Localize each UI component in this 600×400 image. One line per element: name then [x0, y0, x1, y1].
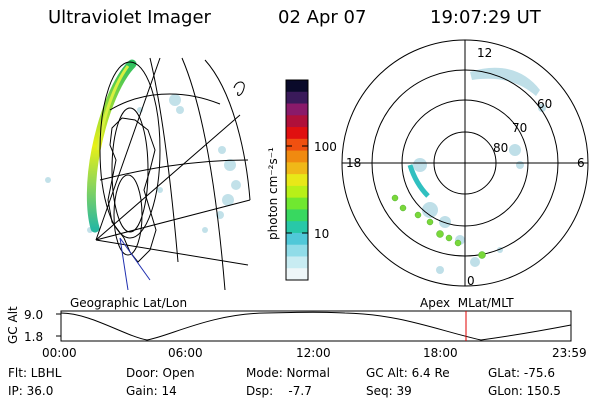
- colorbar-band: [286, 185, 308, 199]
- altitude-xtick-1200: 12:00: [296, 346, 331, 360]
- colorbar-band: [286, 174, 308, 187]
- altitude-ylabel: GC Alt: [6, 306, 20, 344]
- colorbar-band: [286, 209, 308, 222]
- lat-label-60: 60: [537, 97, 553, 111]
- lat-label-70: 70: [512, 121, 528, 135]
- polar-panel: [341, 39, 589, 287]
- colorbar-band: [286, 80, 308, 93]
- altitude-curve: [60, 311, 572, 341]
- altitude-xtick-0600: 06:00: [168, 346, 203, 360]
- status-glat: GLat: -75.6: [488, 366, 555, 380]
- colorbar-band: [286, 150, 308, 163]
- status-ip: IP: 36.0: [8, 384, 54, 398]
- mlt-label-12: 12: [477, 46, 493, 60]
- colorbar-tick-10: 10: [314, 227, 330, 241]
- continent-outline: [107, 117, 157, 263]
- status-seq: Seq: 39: [366, 384, 412, 398]
- altitude-ytick-9: 9.0: [24, 308, 44, 322]
- colorbar-band: [286, 91, 308, 105]
- colorbar-band: [286, 256, 308, 269]
- colorbar-band: [286, 162, 308, 175]
- mlt-label-6: 6: [577, 156, 585, 170]
- altitude-ytick-1-8: 1.8: [24, 330, 44, 344]
- status-mode: Mode: Normal: [246, 366, 330, 380]
- colorbar-band: [286, 197, 308, 210]
- altitude-xtick-0000: 00:00: [42, 346, 77, 360]
- status-door: Door: Open: [126, 366, 195, 380]
- colorbar-band: [286, 127, 308, 140]
- altitude-plot: [56, 310, 572, 342]
- colorbar-band: [286, 232, 308, 246]
- station-markers: [391, 194, 486, 259]
- lat-label-80: 80: [493, 141, 509, 155]
- colorbar-band: [286, 221, 308, 234]
- mlt-label-18: 18: [346, 156, 362, 170]
- geographic-panel: [45, 57, 251, 290]
- colorbar: [286, 80, 308, 281]
- status-gc-alt: GC Alt: 6.4 Re: [366, 366, 450, 380]
- geographic-panel-label: Geographic Lat/Lon: [70, 296, 188, 310]
- status-glon: GLon: 150.5: [488, 384, 561, 398]
- geographic-graticule: [95, 57, 251, 290]
- polar-grid: [341, 39, 589, 287]
- colorbar-band: [286, 115, 308, 128]
- date-label: 02 Apr 07: [278, 7, 367, 28]
- instrument-title: Ultraviolet Imager: [48, 7, 211, 28]
- time-label: 19:07:29 UT: [430, 7, 541, 28]
- status-dsp: Dsp: -7.7: [246, 384, 312, 398]
- colorbar-band: [286, 138, 308, 152]
- colorbar-band: [286, 244, 308, 257]
- colorbar-band: [286, 103, 308, 116]
- status-gain: Gain: 14: [126, 384, 177, 398]
- status-filter: Flt: LBHL: [8, 366, 62, 380]
- colorbar-band: [286, 268, 308, 281]
- altitude-xtick-1800: 18:00: [423, 346, 458, 360]
- colorbar-tick-100: 100: [314, 140, 337, 154]
- mlt-label-0: 0: [467, 274, 475, 288]
- altitude-xtick-2359: 23:59: [552, 346, 587, 360]
- polar-emission: [413, 67, 546, 274]
- polar-panel-label: Apex MLat/MLT: [420, 296, 514, 310]
- colorbar-unit-label: photon cm⁻²s⁻¹: [266, 147, 280, 240]
